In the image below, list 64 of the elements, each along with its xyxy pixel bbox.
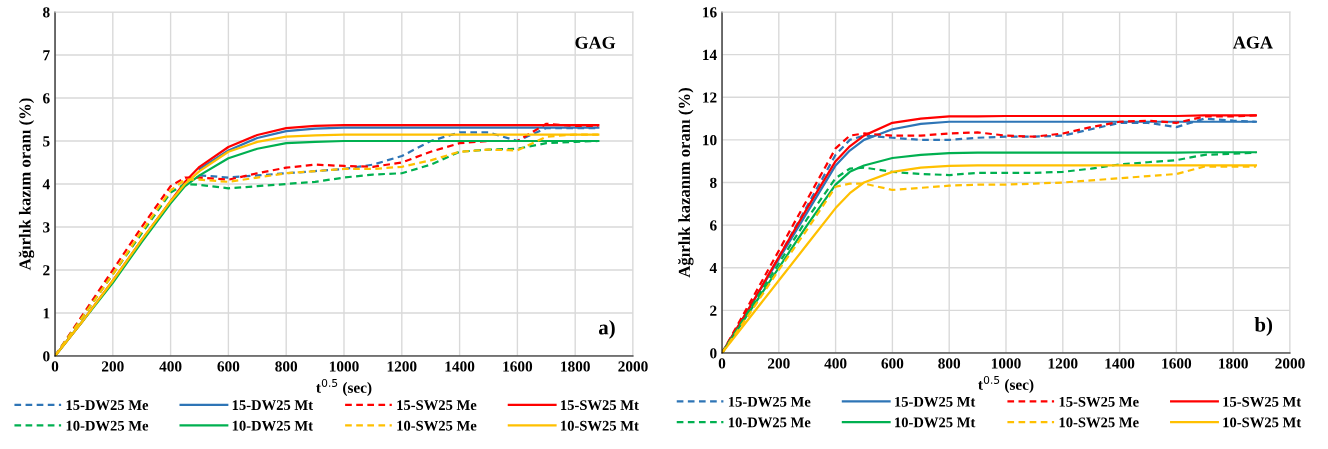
annotation: GAG bbox=[575, 36, 616, 49]
y-tick-label: 8 bbox=[43, 7, 50, 18]
y-tick-label: 2 bbox=[710, 305, 717, 316]
y-tick-label: 1 bbox=[43, 308, 50, 319]
legend-label: 10-DW25 Mt bbox=[232, 420, 313, 431]
y-tick-label: 2 bbox=[43, 265, 50, 276]
x-tick-label: 400 bbox=[159, 361, 182, 372]
y-tick-label: 16 bbox=[703, 7, 717, 18]
legend-label: 10-DW25 Mt bbox=[895, 417, 976, 428]
y-axis-title: Ağırlık kazım oranı (%) bbox=[18, 98, 35, 271]
legend-label: 15-DW25 Me bbox=[728, 396, 811, 407]
x-tick-label: 800 bbox=[275, 361, 298, 372]
legend-label: 10-SW25 Mt bbox=[561, 420, 639, 431]
annotation: AGA bbox=[1233, 36, 1273, 49]
legend-label: 10-DW25 Me bbox=[66, 420, 149, 431]
legend-label: 10-SW25 Me bbox=[397, 420, 477, 431]
legend-label: 10-DW25 Me bbox=[728, 417, 811, 428]
x-tick-label: 1600 bbox=[1162, 358, 1192, 369]
x-tick-label: 1200 bbox=[387, 361, 417, 372]
x-tick-label: 1400 bbox=[445, 361, 475, 372]
x-tick-label: 1800 bbox=[1219, 358, 1248, 369]
legend-label: 15-SW25 Mt bbox=[561, 400, 639, 411]
x-tick-label: 400 bbox=[824, 358, 847, 369]
x-tick-label: 0 bbox=[718, 358, 726, 369]
legend-label: 15-SW25 Mt bbox=[1223, 396, 1302, 407]
annotation: b) bbox=[1254, 317, 1273, 336]
y-tick-label: 6 bbox=[710, 220, 717, 231]
x-tick-label: 1000 bbox=[329, 361, 359, 372]
legend-label: 15-SW25 Me bbox=[1059, 396, 1139, 407]
y-tick-label: 14 bbox=[703, 49, 717, 60]
x-tick-label: 1600 bbox=[503, 361, 533, 372]
legend-label: 15-DW25 Me bbox=[66, 400, 149, 411]
x-axis-title: t$^{0.5}$ (sec) bbox=[316, 378, 372, 396]
y-axis-title: Ağırlık kazanım oranı (%) bbox=[678, 88, 694, 278]
x-tick-label: 1400 bbox=[1105, 358, 1135, 369]
legend-label: 15-DW25 Mt bbox=[232, 400, 313, 411]
legend-label: 15-SW25 Me bbox=[397, 400, 477, 411]
legend-label: 10-SW25 Me bbox=[1059, 417, 1139, 428]
x-tick-label: 0 bbox=[51, 361, 59, 372]
x-axis-title: t$^{0.5}$ (sec) bbox=[978, 375, 1034, 393]
y-tick-label: 7 bbox=[43, 50, 50, 61]
x-tick-label: 1000 bbox=[991, 358, 1021, 369]
y-tick-label: 0 bbox=[710, 348, 717, 359]
y-tick-label: 4 bbox=[709, 262, 717, 274]
y-tick-label: 4 bbox=[42, 179, 50, 190]
x-tick-label: 2000 bbox=[618, 361, 648, 372]
y-tick-label: 0 bbox=[43, 351, 50, 362]
annotation: a) bbox=[598, 319, 615, 339]
x-tick-label: 1200 bbox=[1048, 358, 1078, 369]
x-tick-label: 200 bbox=[767, 358, 790, 369]
y-tick-label: 3 bbox=[43, 222, 50, 233]
legend-label: 10-SW25 Mt bbox=[1223, 417, 1302, 428]
y-tick-label: 8 bbox=[710, 177, 717, 188]
x-tick-label: 600 bbox=[881, 358, 904, 369]
x-tick-label: 1800 bbox=[561, 361, 590, 372]
y-tick-label: 6 bbox=[43, 93, 50, 104]
y-tick-label: 5 bbox=[43, 136, 50, 147]
x-tick-label: 600 bbox=[217, 361, 240, 372]
x-tick-label: 800 bbox=[938, 358, 961, 369]
legend-label: 15-DW25 Mt bbox=[895, 396, 976, 407]
y-tick-label: 10 bbox=[703, 135, 717, 146]
x-tick-label: 200 bbox=[101, 361, 124, 372]
y-tick-label: 12 bbox=[703, 92, 717, 103]
x-tick-label: 2000 bbox=[1275, 358, 1305, 369]
